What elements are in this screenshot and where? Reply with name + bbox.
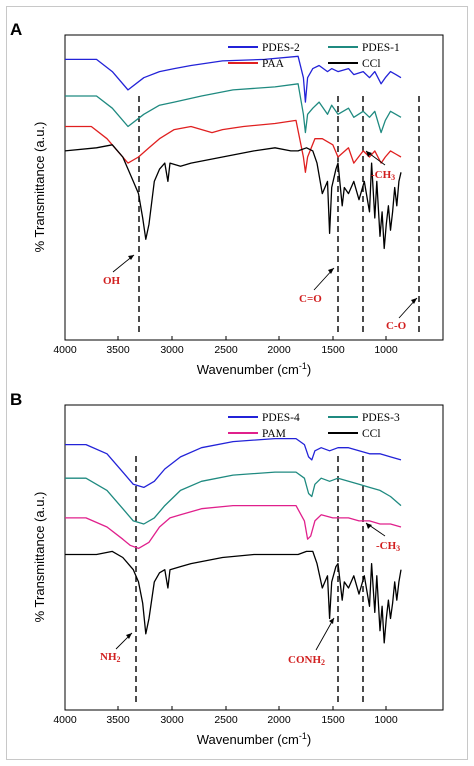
series-line-pdes-3	[65, 471, 402, 525]
panel-a-legend: PDES-2 PDES-1 PAA CCl	[228, 42, 400, 70]
series-line-ccl-a	[64, 144, 402, 250]
panel-a-xticks: 4000 3500 3000 2500 2000 1500 1000	[53, 336, 398, 356]
panel-b-xtick-2000: 2000	[267, 714, 291, 726]
panel-a-plot-area	[64, 34, 444, 341]
panel-b-reference-lines	[135, 456, 364, 705]
series-line-paa	[65, 119, 402, 173]
series-line-pdes-4	[65, 437, 402, 489]
panel-a-xtick-2000: 2000	[267, 344, 291, 356]
legend-label-ccl-a: CCl	[362, 58, 381, 70]
panel-b-legend: PDES-4 PDES-3 PAM CCl	[228, 412, 400, 440]
series-line-ccl-b	[65, 550, 402, 644]
annotation-nh2: NH2	[100, 651, 121, 664]
panel-b-xtick-1500: 1500	[321, 714, 345, 726]
annotation-co: C=O	[299, 293, 322, 305]
panel-a-xtick-3500: 3500	[106, 344, 130, 356]
legend-label-pdes-1: PDES-1	[362, 42, 400, 54]
annotation-oh: OH	[103, 275, 121, 287]
panel-a-xtick-2500: 2500	[214, 344, 238, 356]
panel-b-xtick-3000: 3000	[160, 714, 184, 726]
annotation-c-o: C-O	[386, 320, 407, 332]
panel-b-xtick-3500: 3500	[106, 714, 130, 726]
panel-a-letter: A	[10, 20, 22, 39]
panel-a-reference-lines	[138, 96, 420, 335]
legend-label-pam: PAM	[262, 428, 286, 440]
series-line-pdes-2	[65, 55, 402, 103]
panel-b-xticks: 4000 3500 3000 2500 2000 1500 1000	[53, 706, 398, 726]
panel-a-xtick-3000: 3000	[160, 344, 184, 356]
panel-a-annotations: OH C=O -CH3 C-O	[103, 150, 418, 332]
panel-a: A % Transmittance (a.u.) 4000 3500 3000 …	[10, 20, 444, 377]
legend-label-pdes-3: PDES-3	[362, 412, 400, 424]
panel-b-xlabel: Wavenumber (cm-1)	[197, 731, 311, 747]
legend-label-pdes-4: PDES-4	[262, 412, 300, 424]
legend-label-paa: PAA	[262, 58, 285, 70]
annotation-ch3-b: -CH3	[376, 540, 400, 553]
panel-b-letter: B	[10, 390, 22, 409]
panel-b-xtick-4000: 4000	[53, 714, 77, 726]
series-line-pam	[65, 504, 402, 550]
panel-a-ylabel: % Transmittance (a.u.)	[32, 122, 47, 253]
annotation-ch3-a: -CH3	[371, 169, 395, 182]
panel-a-series	[64, 55, 402, 250]
series-line-pdes-1	[65, 83, 402, 134]
panel-a-xlabel: Wavenumber (cm-1)	[197, 361, 311, 377]
panel-b-annotations: NH2 CONH2 -CH3	[100, 522, 400, 667]
panel-b: B % Transmittance (a.u.) 4000 3500 3000 …	[10, 390, 444, 747]
figure-frame	[6, 6, 468, 760]
legend-label-ccl-b: CCl	[362, 428, 381, 440]
panel-a-xtick-1000: 1000	[374, 344, 398, 356]
panel-b-series	[65, 437, 402, 644]
panel-b-plot-area	[64, 404, 444, 711]
legend-label-pdes-2: PDES-2	[262, 42, 300, 54]
panel-b-xtick-1000: 1000	[374, 714, 398, 726]
panel-b-ylabel: % Transmittance (a.u.)	[32, 492, 47, 623]
annotation-conh2: CONH2	[288, 654, 325, 667]
panel-a-xtick-4000: 4000	[53, 344, 77, 356]
panel-a-xtick-1500: 1500	[321, 344, 345, 356]
panel-b-xtick-2500: 2500	[214, 714, 238, 726]
